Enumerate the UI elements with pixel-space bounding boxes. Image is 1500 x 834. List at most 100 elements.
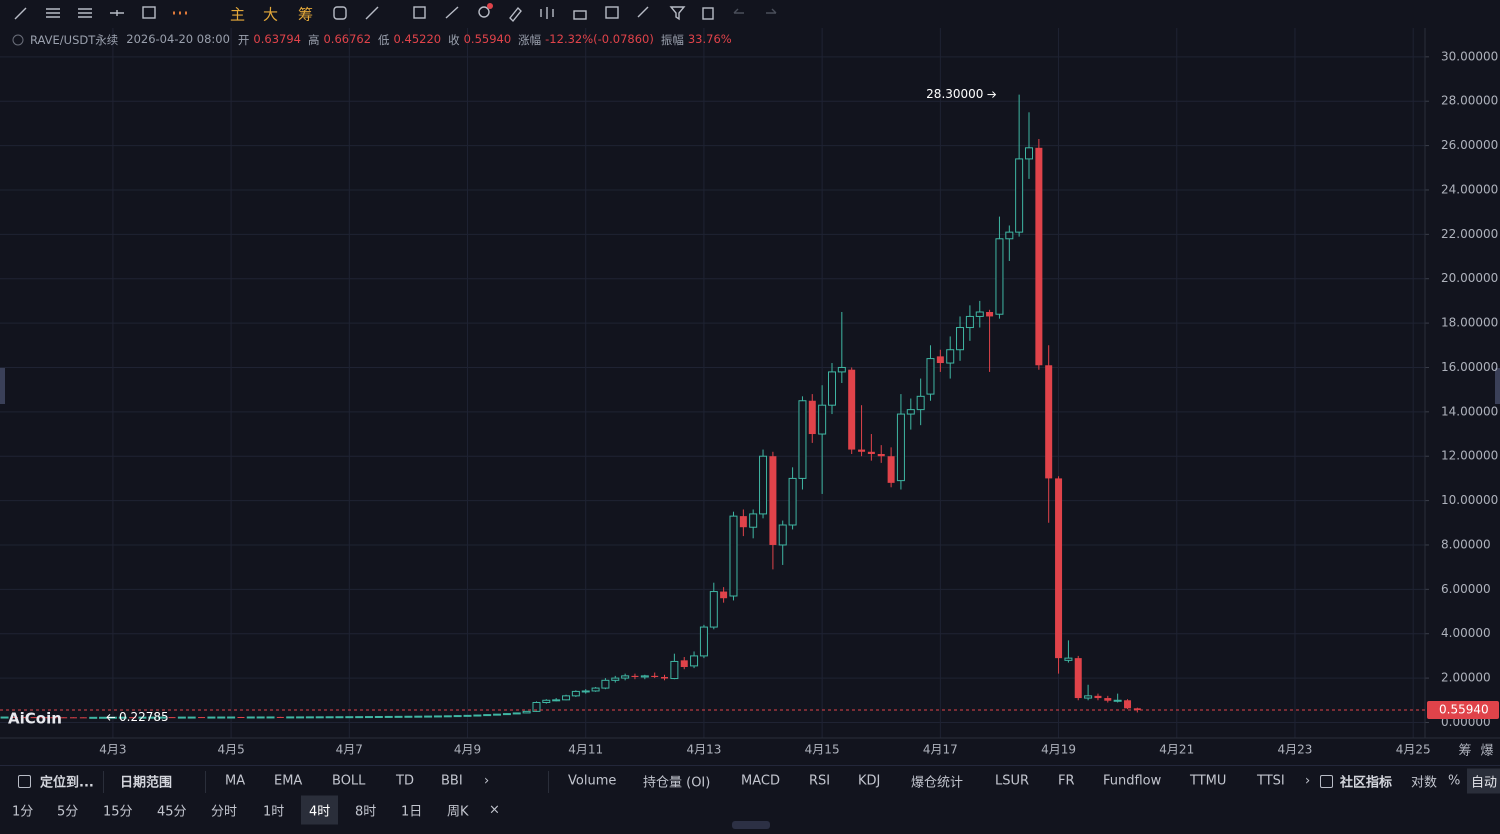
candle-body (651, 675, 659, 677)
interval-button[interactable]: 1时 (263, 804, 285, 819)
candle-body (640, 675, 649, 678)
y-tick-label: 2.00000 (1441, 671, 1491, 685)
candle-body (276, 716, 284, 718)
tool-lock[interactable] (573, 10, 587, 20)
sub-indicator[interactable]: MACD (741, 773, 780, 789)
candle-body (69, 717, 77, 719)
tool-delete[interactable] (702, 7, 714, 20)
tool-magnet[interactable] (333, 6, 347, 20)
sub-indicator[interactable]: 爆仓统计 (911, 775, 964, 791)
annotation-label: 28.30000 (926, 87, 983, 101)
right-option[interactable]: 对数 (1411, 775, 1438, 791)
tool-zoom[interactable] (478, 6, 490, 18)
interval-button[interactable]: 1分 (12, 804, 34, 819)
sub-indicator[interactable]: 持仓量 (OI) (643, 775, 711, 791)
tool-undo[interactable] (733, 8, 744, 14)
y-tick-label: 28.00000 (1441, 94, 1498, 108)
candle-body (1074, 658, 1082, 699)
candle-body (493, 713, 502, 716)
candle-body (364, 716, 373, 719)
sub-indicator[interactable]: TTSI (1257, 773, 1285, 789)
candle-body (30, 717, 38, 719)
candle-body (237, 717, 245, 719)
candle-body (1035, 147, 1043, 366)
right-tab[interactable] (1495, 368, 1500, 404)
sub-indicator[interactable]: Volume (568, 773, 617, 789)
candle-body (1045, 365, 1053, 479)
left-tab[interactable] (0, 368, 5, 404)
sub-indicator[interactable]: › (1305, 773, 1311, 789)
tool-filter[interactable] (669, 6, 686, 21)
interval-button[interactable]: 5分 (57, 804, 79, 819)
toolbar-button[interactable]: 主 (230, 6, 245, 24)
right-option[interactable]: % (1448, 773, 1461, 789)
right-option[interactable]: 自动 (1467, 768, 1500, 794)
toolbar-icons (14, 3, 777, 23)
candle-body (661, 676, 669, 679)
right-option[interactable]: 社区指标 (1340, 775, 1393, 791)
interval-button[interactable]: 分时 (211, 804, 238, 819)
interval-button[interactable]: 15分 (103, 804, 133, 819)
tool-brush[interactable] (509, 6, 522, 23)
candle-body (532, 702, 541, 712)
main-indicator[interactable]: › (484, 773, 490, 789)
candle-body (345, 716, 354, 719)
candle-body (1104, 698, 1112, 701)
collapse-icon[interactable] (12, 34, 24, 46)
interval-button[interactable]: 45分 (157, 804, 187, 819)
last-price-label: 0.55940 (1439, 703, 1489, 717)
tool-link[interactable] (637, 6, 649, 18)
interval-button[interactable]: 周K (447, 804, 469, 819)
tool-fib[interactable] (78, 8, 92, 18)
tool-candles[interactable] (540, 7, 554, 19)
axis-corner-button[interactable]: 筹 (1458, 743, 1471, 759)
interval-button[interactable]: 1日 (401, 804, 423, 819)
sub-indicator[interactable]: KDJ (858, 773, 881, 789)
candle-body (621, 675, 630, 679)
sub-indicator[interactable]: RSI (809, 773, 831, 789)
candle-body (443, 715, 452, 718)
main-indicator[interactable]: EMA (274, 773, 303, 789)
main-indicator[interactable]: TD (396, 773, 414, 789)
candle-body (187, 716, 196, 719)
tool-copy[interactable] (413, 6, 426, 19)
sub-indicator[interactable]: LSUR (995, 773, 1030, 789)
main-indicator[interactable]: MA (225, 773, 246, 789)
toolbar-button[interactable]: 筹 (298, 6, 313, 24)
nav-button[interactable]: 定位到... (40, 775, 94, 791)
axis-corner-button[interactable]: 爆 (1480, 744, 1493, 759)
candle-body (699, 626, 708, 657)
interval-button[interactable]: 8时 (355, 804, 377, 819)
x-tick-label: 4月13 (686, 743, 721, 757)
tool-redo[interactable] (766, 8, 777, 14)
interval-button[interactable]: × (489, 802, 500, 817)
candle-body (473, 714, 482, 717)
separator (548, 771, 549, 793)
tool-rect[interactable] (142, 6, 156, 19)
tool-channel[interactable] (46, 8, 60, 18)
sub-indicator[interactable]: FR (1058, 773, 1075, 789)
annotation-label: 0.22785 (119, 710, 169, 724)
tool-ruler[interactable] (445, 6, 459, 19)
field-label: 涨幅 (518, 33, 542, 47)
nav-button[interactable]: 日期范围 (120, 775, 173, 791)
tool-line[interactable] (14, 7, 27, 20)
drag-handle[interactable] (732, 821, 770, 829)
chart: AiCoin 主大筹0.000002.000004.000006.000008.… (0, 3, 1500, 759)
main-indicator[interactable]: BOLL (332, 773, 366, 789)
interval-button[interactable]: 4时 (301, 795, 339, 824)
candle-body (769, 456, 777, 545)
info-bar: RAVE/USDT永续 2026-04-20 08:00 开 0.63794 高 0.66… (30, 32, 735, 48)
candle-body (956, 327, 965, 351)
main-indicator[interactable]: BBI (441, 773, 463, 789)
tool-erase[interactable] (365, 6, 379, 20)
logo: AiCoin (8, 710, 62, 728)
toolbar-button[interactable]: 大 (263, 6, 278, 24)
tool-note[interactable] (605, 6, 619, 19)
tool-hline[interactable] (110, 10, 124, 16)
sub-indicator[interactable]: TTMU (1190, 773, 1227, 789)
sub-indicator[interactable]: Fundflow (1103, 773, 1162, 789)
separator (205, 771, 206, 793)
y-tick-label: 16.00000 (1441, 360, 1498, 374)
